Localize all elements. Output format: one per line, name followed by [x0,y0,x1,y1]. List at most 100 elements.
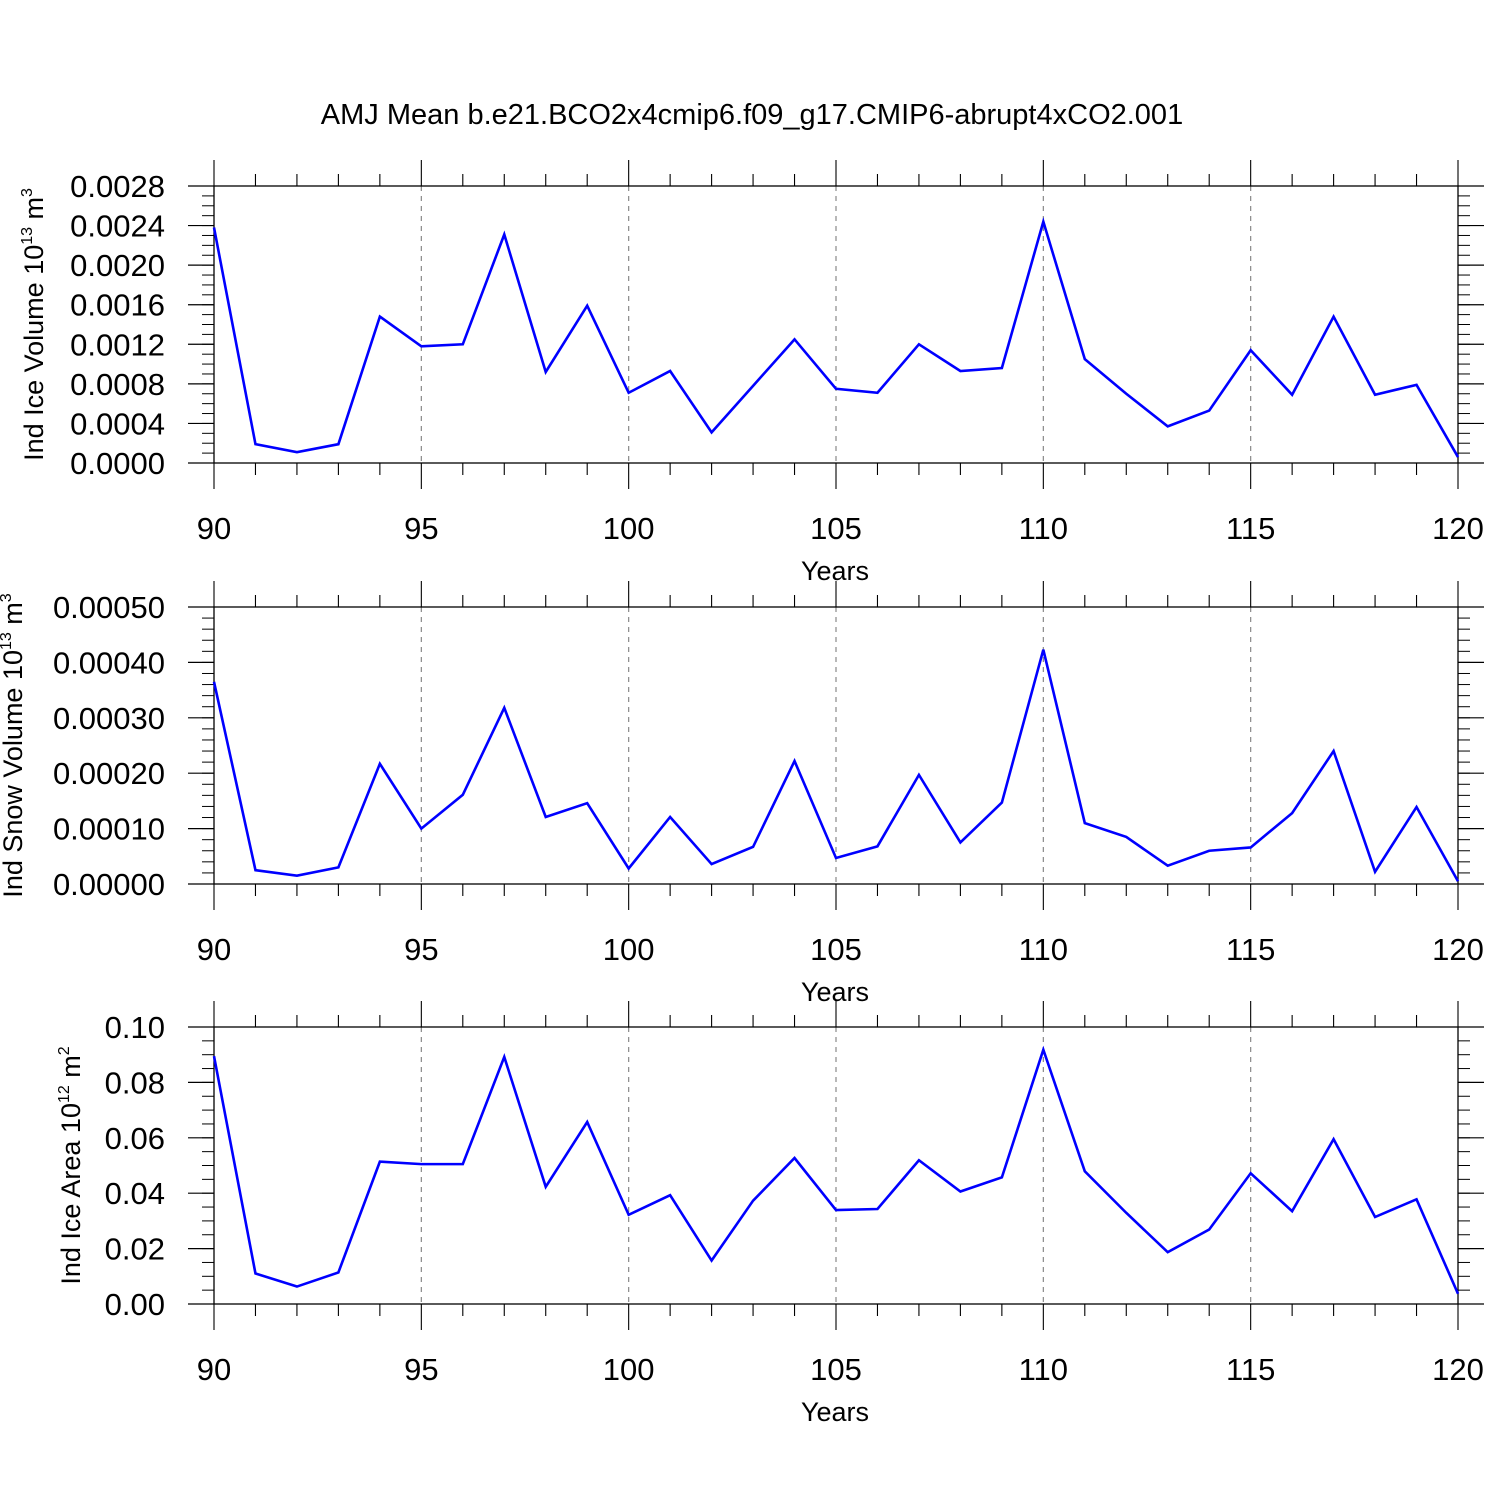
data-point [1041,1048,1045,1052]
data-point [710,430,714,434]
data-point [1373,870,1377,874]
data-point [378,315,382,319]
data-point [502,706,506,710]
x-tick-label: 105 [810,932,862,967]
data-point [419,1162,423,1166]
data-point [253,442,257,446]
x-tick-label: 100 [603,932,655,967]
data-point [793,759,797,763]
y-axis-label: Ind Snow Volume 1013 m3 [0,593,28,897]
data-point [751,845,755,849]
data-point [502,1055,506,1059]
data-point [834,856,838,860]
data-point [544,1185,548,1189]
data-point [1166,424,1170,428]
data-point [295,450,299,454]
data-point [544,370,548,374]
data-point [875,391,879,395]
data-point [295,1285,299,1289]
data-point [668,1193,672,1197]
data-point [958,369,962,373]
data-point [1373,1215,1377,1219]
y-axis-label: Ind Ice Volume 1013 m3 [19,188,49,461]
data-point [378,762,382,766]
data-series-line [212,649,1460,882]
data-point [1332,315,1336,319]
data-point [1290,1209,1294,1213]
data-point [793,337,797,341]
data-point [1083,821,1087,825]
data-point [668,815,672,819]
y-tick-label: 0.00040 [53,645,165,680]
y-axis-label-main: Ind Ice Volume 10 [19,245,49,461]
y-tick-label: 0.0020 [70,248,165,283]
data-point [1207,849,1211,853]
y-tick-label: 0.06 [105,1121,165,1156]
data-point [1207,1227,1211,1231]
x-tick-label: 90 [197,1352,231,1387]
data-point [1083,1169,1087,1173]
y-axis-label-unit: m [0,602,28,632]
data-point [585,1120,589,1124]
y-tick-label: 0.0024 [70,209,165,244]
data-point [958,840,962,844]
data-point [710,862,714,866]
data-point [419,344,423,348]
y-tick-label: 0.10 [105,1010,165,1045]
data-point [1290,811,1294,815]
data-point [336,865,340,869]
panel-3: 90 95 100 105 110 115 120 Years 0.00 0.02 0.04 0.06… [56,1001,1484,1427]
data-point [461,1162,465,1166]
data-point [917,342,921,346]
data-point [1456,879,1460,883]
data-point [544,815,548,819]
data-point [378,1160,382,1164]
y-tick-label: 0.04 [105,1176,165,1211]
data-point [1249,348,1253,352]
data-point [1290,393,1294,397]
data-point [1207,409,1211,413]
data-point [1249,845,1253,849]
data-point [1041,648,1045,652]
data-point [875,1207,879,1211]
y-tick-label: 0.0012 [70,327,165,362]
x-tick-label: 110 [1019,1352,1068,1387]
x-tick-label: 90 [197,511,231,546]
y-tick-label: 0.0000 [70,446,165,481]
data-series-line [212,216,1460,458]
y-axis-label-unit-exponent: 3 [19,188,36,197]
data-point [336,442,340,446]
data-point [461,793,465,797]
y-tick-label: 0.00050 [53,590,165,625]
x-tick-label: 110 [1019,511,1068,546]
data-point [1000,366,1004,370]
x-tick-label: 100 [603,511,655,546]
data-point [253,868,257,872]
x-tick-label: 120 [1432,511,1484,546]
data-point [1083,357,1087,361]
y-axis-label-unit-exponent: 2 [56,1046,73,1055]
y-axis-label-exponent: 13 [19,227,36,245]
data-point [585,801,589,805]
data-series-line [212,1045,1460,1295]
y-tick-label: 0.00010 [53,812,165,847]
data-point [212,680,216,684]
x-tick-label: 95 [404,1352,438,1387]
y-axis-label-exponent: 13 [0,632,15,650]
panels: 90 95 100 105 110 115 120 Years 0.0000 0.0004 0.00… [0,160,1484,1427]
data-point [751,1199,755,1203]
data-point [917,773,921,777]
y-tick-label: 0.0008 [70,367,165,402]
x-tick-label: 110 [1019,932,1068,967]
x-tick-label: 105 [810,511,862,546]
x-tick-label: 90 [197,932,231,967]
y-tick-label: 0.00000 [53,867,165,902]
data-point [1456,1292,1460,1296]
data-point [1000,1175,1004,1179]
y-tick-label: 0.00 [105,1287,165,1322]
y-tick-label: 0.0004 [70,406,165,441]
x-tick-label: 115 [1226,932,1275,967]
data-point [917,1158,921,1162]
data-point [1124,392,1128,396]
x-axis-label: Years [801,556,869,586]
